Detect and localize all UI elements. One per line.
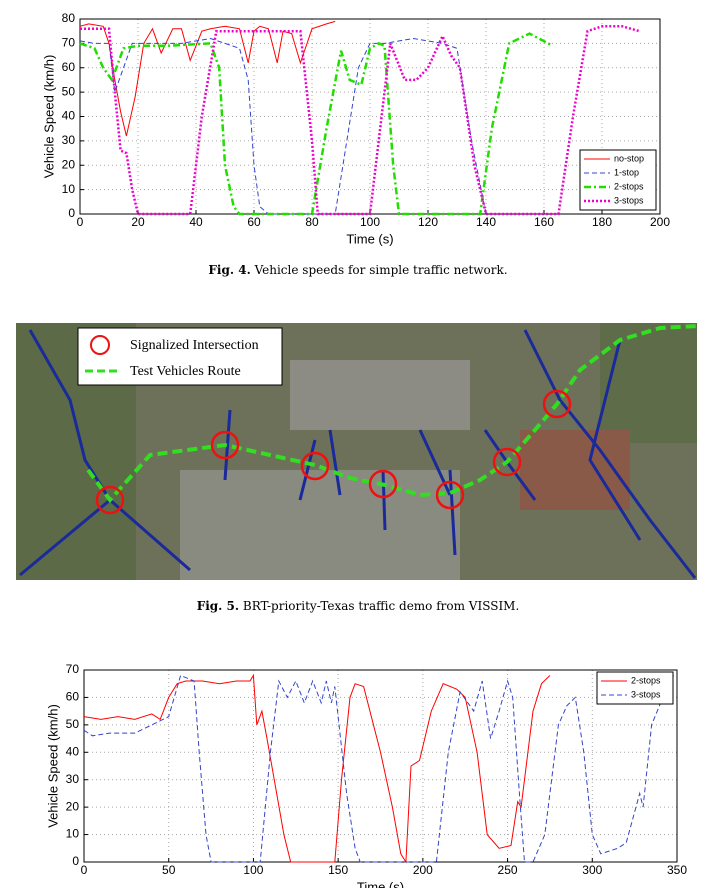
caption-label: Fig. 4. — [208, 263, 250, 277]
aerial-map: Signalized Intersection Test Vehicles Ro… — [16, 323, 698, 580]
road — [328, 429, 342, 496]
x-tick-label: 350 — [667, 863, 687, 877]
caption-label: Fig. 5. — [197, 599, 239, 613]
x-tick-label: 40 — [189, 215, 203, 229]
x-tick-label: 140 — [476, 215, 496, 229]
y-tick-label: 70 — [62, 36, 76, 50]
x-tick-label: 0 — [77, 215, 84, 229]
y-tick-label: 20 — [62, 157, 76, 171]
intersection — [435, 480, 465, 510]
y-tick-label: 60 — [62, 60, 76, 74]
y-tick-label: 30 — [62, 133, 76, 147]
legend-label: Signalized Intersection — [130, 338, 259, 353]
intersections — [95, 389, 572, 515]
legend-label: 2-stops — [614, 181, 644, 191]
legend-label: Test Vehicles Route — [130, 364, 241, 379]
data-line — [83, 674, 675, 863]
intersection — [210, 430, 240, 460]
x-tick-label: 100 — [243, 863, 263, 877]
map-area — [180, 470, 460, 580]
y-tick-label: 70 — [66, 662, 80, 676]
road — [298, 439, 317, 501]
map-area — [600, 323, 697, 443]
map-legend — [77, 327, 283, 386]
road — [588, 339, 642, 541]
road — [28, 329, 191, 572]
x-tick-label: 250 — [498, 863, 518, 877]
x-tick-label: 50 — [162, 863, 176, 877]
x-axis-label: Time (s) — [357, 879, 404, 888]
y-axis-label: Vehicle Speed (km/h) — [45, 704, 60, 828]
legend-symbol — [90, 335, 110, 355]
x-tick-label: 300 — [582, 863, 602, 877]
data-line — [79, 37, 487, 215]
x-tick-label: 160 — [534, 215, 554, 229]
y-tick-label: 10 — [66, 827, 80, 841]
legend-box — [596, 671, 674, 705]
y-axis-label: Vehicle Speed (km/h) — [41, 55, 56, 179]
intersection — [368, 469, 398, 499]
x-tick-label: 200 — [650, 215, 670, 229]
x-tick-label: 20 — [131, 215, 145, 229]
y-tick-label: 30 — [66, 772, 80, 786]
road — [223, 409, 232, 481]
y-tick-label: 80 — [62, 11, 76, 25]
data-line — [80, 25, 641, 216]
road — [448, 469, 457, 556]
caption: Fig. 5. BRT-priority-Texas traffic demo … — [197, 599, 520, 613]
caption: Fig. 4. Vehicle speeds for simple traffi… — [208, 263, 507, 277]
y-tick-label: 50 — [62, 84, 76, 98]
x-tick-label: 100 — [360, 215, 380, 229]
legend-label: 2-stops — [631, 675, 661, 685]
y-tick-label: 0 — [68, 206, 75, 220]
x-axis-label: Time (s) — [346, 231, 393, 246]
caption-text: BRT-priority-Texas traffic demo from VIS… — [243, 599, 519, 613]
road — [19, 498, 111, 577]
x-tick-label: 120 — [418, 215, 438, 229]
data-line — [79, 32, 554, 216]
legend-label: 1-stop — [614, 167, 639, 177]
y-tick-label: 60 — [66, 690, 80, 704]
intersection — [542, 389, 572, 419]
x-tick-label: 60 — [247, 215, 261, 229]
y-tick-label: 0 — [72, 854, 79, 868]
x-tick-label: 80 — [305, 215, 319, 229]
road — [381, 469, 387, 531]
caption-text: Vehicle speeds for simple traffic networ… — [254, 263, 508, 277]
y-tick-label: 20 — [66, 799, 80, 813]
intersection — [300, 451, 330, 481]
y-tick-label: 10 — [62, 182, 76, 196]
map-area — [290, 360, 470, 430]
plot-frame — [83, 669, 678, 863]
data-line — [79, 20, 336, 137]
roads — [19, 329, 697, 579]
x-tick-label: 180 — [592, 215, 612, 229]
road — [523, 329, 697, 579]
x-tick-label: 150 — [328, 863, 348, 877]
intersection — [95, 485, 125, 515]
legend-label: 3-stops — [614, 195, 644, 205]
legend-label: no-stop — [614, 153, 644, 163]
x-tick-label: 200 — [413, 863, 433, 877]
legend-label: 3-stops — [631, 689, 661, 699]
y-tick-label: 50 — [66, 717, 80, 731]
x-tick-label: 0 — [81, 863, 88, 877]
intersection — [492, 447, 522, 477]
y-tick-label: 40 — [66, 744, 80, 758]
y-tick-label: 40 — [62, 109, 76, 123]
data-line — [83, 673, 551, 864]
